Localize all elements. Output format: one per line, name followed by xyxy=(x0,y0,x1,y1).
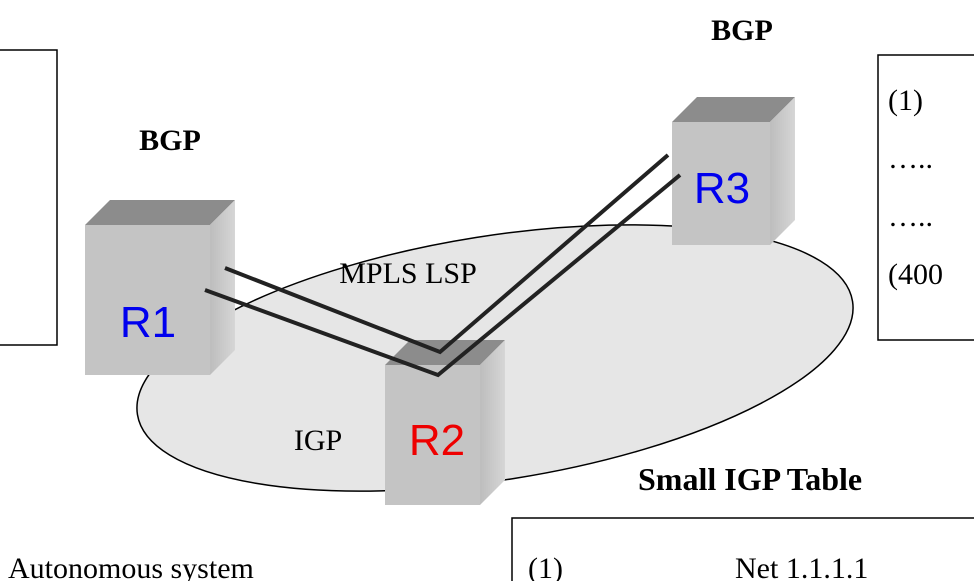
mpls-label: MPLS LSP xyxy=(339,257,477,290)
table-cell: Net 1.1.1.1 xyxy=(735,552,868,581)
bgp-label: BGP xyxy=(139,124,201,157)
left-box xyxy=(0,50,57,345)
router-label: R1 xyxy=(120,298,176,347)
router-label: R3 xyxy=(694,164,750,213)
table-line: ….. xyxy=(888,142,933,175)
router-label: R2 xyxy=(409,416,465,465)
igp-label: IGP xyxy=(294,424,342,457)
table-line: (1) xyxy=(888,84,923,117)
table-cell: (1) xyxy=(528,552,563,581)
diagram: BGP BGP R1 R2 R3 MPLS LSP IGP Autonomous… xyxy=(0,0,974,581)
router-r1 xyxy=(85,200,235,375)
table-line: (400 xyxy=(888,258,943,291)
table-title: Small IGP Table xyxy=(638,461,862,497)
bgp-label: BGP xyxy=(711,14,773,47)
as-label: Autonomous system xyxy=(8,552,254,581)
table-line: ….. xyxy=(888,200,933,233)
